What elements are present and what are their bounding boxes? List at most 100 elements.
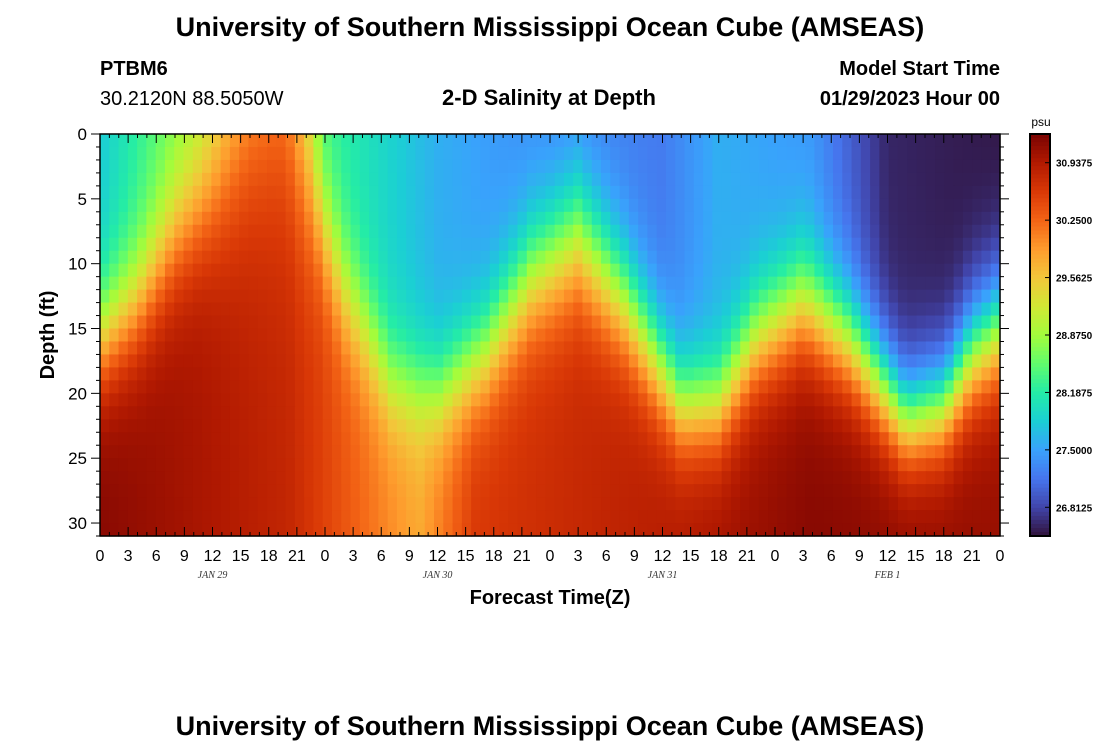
heatmap-cell xyxy=(795,367,806,381)
heatmap-cell xyxy=(443,159,454,174)
heatmap-cell xyxy=(378,419,389,433)
heatmap-cell xyxy=(489,198,500,213)
heatmap-cell xyxy=(981,159,992,174)
heatmap-cell xyxy=(387,380,398,394)
heatmap-cell xyxy=(545,211,556,226)
heatmap-cell xyxy=(174,250,185,265)
colorbar-segment xyxy=(1030,298,1050,304)
heatmap-cell xyxy=(563,341,574,356)
heatmap-cell xyxy=(740,523,751,537)
heatmap-cell xyxy=(832,328,843,343)
heatmap-cell xyxy=(768,328,778,343)
heatmap-cell xyxy=(591,354,602,369)
heatmap-cell xyxy=(712,367,723,381)
heatmap-cell xyxy=(267,380,277,394)
heatmap-cell xyxy=(990,276,1001,291)
heatmap-cell xyxy=(758,289,769,304)
heatmap-cell xyxy=(109,276,120,291)
heatmap-cell xyxy=(842,250,853,265)
footer-title: University of Southern Mississippi Ocean… xyxy=(176,711,925,741)
heatmap-cell xyxy=(925,198,936,213)
heatmap-cell xyxy=(721,497,732,511)
heatmap-cell xyxy=(155,289,166,304)
heatmap-cell xyxy=(267,367,277,381)
heatmap-cell xyxy=(109,211,120,226)
heatmap-cell xyxy=(526,237,537,252)
heatmap-cell xyxy=(304,523,314,537)
heatmap-cell xyxy=(777,302,788,317)
heatmap-cell xyxy=(832,237,843,252)
heatmap-cell xyxy=(795,276,806,291)
heatmap-cell xyxy=(489,341,500,356)
heatmap-cell xyxy=(786,302,797,317)
heatmap-cell xyxy=(452,419,463,433)
heatmap-cell xyxy=(415,406,426,420)
heatmap-cell xyxy=(990,354,1001,369)
heatmap-cell xyxy=(972,276,983,291)
heatmap-cell xyxy=(573,185,584,200)
heatmap-cell xyxy=(267,458,277,472)
heatmap-cell xyxy=(341,406,352,420)
heatmap-cell xyxy=(665,276,676,291)
heatmap-cell xyxy=(675,523,686,537)
heatmap-cell xyxy=(137,172,147,187)
heatmap-cell xyxy=(944,367,955,381)
heatmap-cell xyxy=(823,406,834,420)
heatmap-cell xyxy=(703,276,713,291)
heatmap-cell xyxy=(489,354,500,369)
heatmap-cell xyxy=(229,484,240,498)
heatmap-cell xyxy=(341,276,352,291)
heatmap-cell xyxy=(322,341,333,356)
heatmap-cell xyxy=(879,328,890,343)
heatmap-cell xyxy=(554,341,565,356)
heatmap-cell xyxy=(146,484,157,498)
heatmap-cell xyxy=(294,406,305,420)
heatmap-cell xyxy=(378,484,389,498)
heatmap-cell xyxy=(730,159,741,174)
heatmap-cell xyxy=(406,484,417,498)
heatmap-cell xyxy=(211,328,222,343)
heatmap-cell xyxy=(155,354,166,369)
heatmap-cell xyxy=(823,289,834,304)
heatmap-cell xyxy=(331,328,342,343)
heatmap-cell xyxy=(424,328,435,343)
heatmap-cell xyxy=(972,237,983,252)
heatmap-cell xyxy=(489,419,500,433)
heatmap-cell xyxy=(851,471,862,485)
heatmap-cell xyxy=(285,146,296,161)
heatmap-cell xyxy=(935,341,945,356)
heatmap-cell xyxy=(202,237,212,252)
heatmap-cell xyxy=(981,134,992,148)
heatmap-cell xyxy=(805,510,816,524)
heatmap-cell xyxy=(443,354,454,369)
heatmap-cell xyxy=(127,406,138,420)
heatmap-cell xyxy=(192,172,203,187)
heatmap-cell xyxy=(517,406,528,420)
heatmap-cell xyxy=(471,393,482,407)
heatmap-cell xyxy=(489,237,500,252)
heatmap-cell xyxy=(851,406,862,420)
colorbar-segment xyxy=(1030,290,1050,296)
heatmap-cell xyxy=(758,224,769,239)
heatmap-cell xyxy=(675,211,686,226)
colorbar-segment xyxy=(1030,471,1050,477)
heatmap-cell xyxy=(248,380,259,394)
heatmap-cell xyxy=(396,523,407,537)
heatmap-cell xyxy=(962,484,973,498)
heatmap-cell xyxy=(758,159,769,174)
heatmap-cell xyxy=(480,302,491,317)
heatmap-cell xyxy=(842,380,853,394)
heatmap-cell xyxy=(341,471,352,485)
heatmap-cell xyxy=(257,367,268,381)
heatmap-cell xyxy=(768,237,778,252)
heatmap-cell xyxy=(285,367,296,381)
heatmap-cell xyxy=(276,159,287,174)
heatmap-cell xyxy=(350,484,361,498)
heatmap-cell xyxy=(285,510,296,524)
heatmap-cell xyxy=(229,445,240,459)
heatmap-cell xyxy=(563,250,574,265)
heatmap-cell xyxy=(935,432,945,446)
heatmap-cell xyxy=(582,302,593,317)
heatmap-cell xyxy=(897,198,908,213)
heatmap-cell xyxy=(155,263,166,278)
